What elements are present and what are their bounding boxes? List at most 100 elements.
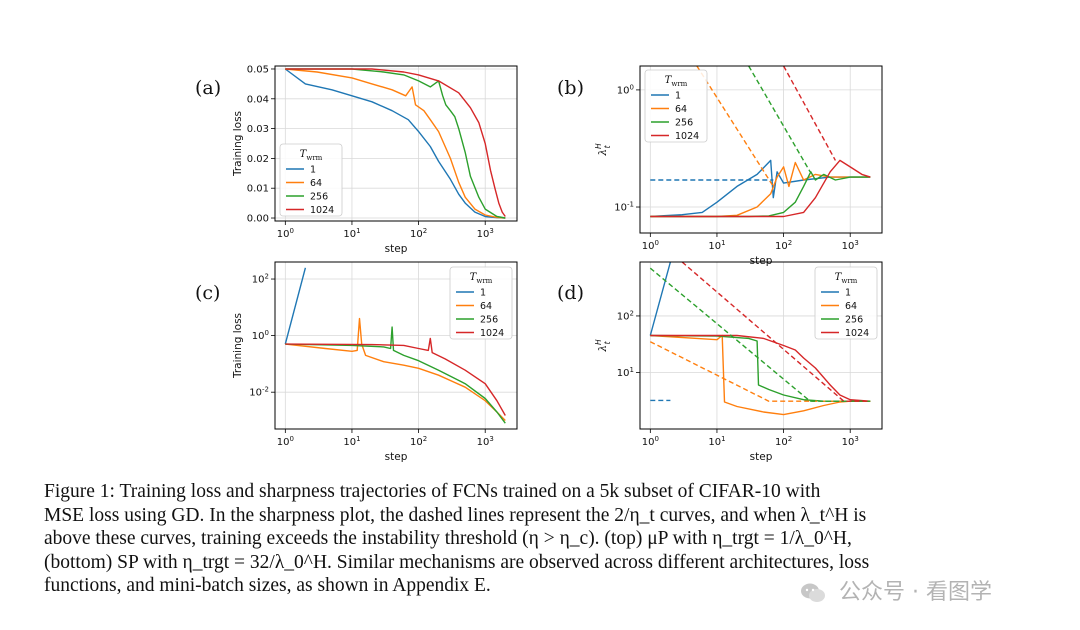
- legend-title-c: Twrm: [470, 272, 493, 285]
- series-line-a-1: [284, 68, 506, 219]
- y-axis-label-b: λHt: [594, 143, 612, 157]
- legend-label-c-1024: 1024: [480, 328, 504, 339]
- legend-label-b-1024: 1024: [675, 131, 699, 142]
- y-tick-label-a-5: 0.05: [247, 64, 269, 75]
- y-tick-label-b-1: 100: [617, 83, 634, 96]
- legend-label-a-64: 64: [310, 178, 322, 189]
- series-line-b-1: [650, 159, 871, 218]
- caption-line-3: above these curves, training exceeds the…: [44, 528, 852, 549]
- series-line-c-1024: [285, 337, 506, 416]
- series-line-b-dashed-6: [748, 66, 811, 173]
- legend-title-a: Twrm: [300, 149, 323, 162]
- series-line-b-dashed-7: [782, 66, 837, 161]
- x-axis-label-c: step: [385, 451, 408, 463]
- y-tick-label-a-3: 0.03: [247, 124, 269, 135]
- series-line-b-dashed-5: [696, 66, 774, 187]
- y-axis-label-d: λHt: [594, 339, 612, 353]
- series-line-d-1024: [650, 334, 871, 402]
- legend-box-c: [449, 266, 513, 340]
- axes-frame-c: [274, 261, 518, 430]
- legend-label-d-64: 64: [845, 301, 857, 312]
- series-line-a-1024: [285, 68, 506, 217]
- x-tick-label-d-2: 102: [775, 435, 792, 448]
- x-tick-label-b-1: 101: [708, 239, 725, 252]
- x-tick-label-d-3: 103: [842, 435, 859, 448]
- panel-d: 100 101 102 103101102stepλHt(d)Twrm16425610…: [557, 261, 883, 463]
- y-tick-label-a-0: 0.00: [247, 214, 269, 225]
- legend-a: Twrm 1 64 256 1024: [279, 143, 343, 217]
- panel-label-a: (a): [195, 77, 221, 99]
- legend-box-b: [644, 69, 708, 143]
- legend-label-a-1024: 1024: [310, 205, 334, 216]
- figure: 100 101 102 103 0.00 0.01 0.02 0.03 0.04 0.05 step…: [195, 64, 883, 463]
- y-tick-label-d-0: 101: [617, 366, 634, 379]
- legend-title-d: Twrm: [835, 272, 858, 285]
- legend-box-d: [814, 266, 878, 340]
- watermark: 公众号 · 看图学: [800, 574, 1060, 606]
- y-tick-label-c-2: 102: [252, 273, 269, 286]
- series-line-c-64: [285, 317, 506, 421]
- legend-label-a-1: 1: [310, 165, 316, 176]
- y-tick-label-a-2: 0.02: [247, 154, 269, 165]
- legend-title-b: Twrm: [665, 75, 688, 88]
- y-tick-label-c-1: 100: [252, 329, 269, 342]
- x-tick-label-c-1: 101: [343, 435, 360, 448]
- legend-b: Twrm 1 64 256 1024: [644, 69, 708, 143]
- x-tick-label-a-2: 102: [410, 227, 427, 240]
- series-group-c: [284, 267, 506, 424]
- legend-label-b-1: 1: [675, 91, 681, 102]
- series-line-b-1024: [650, 159, 871, 218]
- y-tick-label-d-1: 102: [617, 309, 634, 322]
- legend-label-d-1024: 1024: [845, 328, 869, 339]
- panel-label-b: (b): [557, 77, 584, 99]
- x-tick-label-d-1: 101: [708, 435, 725, 448]
- x-axis-label-a: step: [385, 243, 408, 255]
- x-tick-label-a-3: 103: [477, 227, 494, 240]
- panel-b: 100 101 102 103 10-1 100 step λHt (b) Twrm 1 64 256 1…: [557, 65, 883, 267]
- x-tick-label-b-2: 102: [775, 239, 792, 252]
- x-tick-label-a-1: 101: [343, 227, 360, 240]
- y-tick-label-a-1: 0.01: [247, 184, 269, 195]
- y-tick-label-a-4: 0.04: [247, 94, 269, 105]
- legend-label-d-256: 256: [845, 315, 863, 326]
- series-line-c-256: [285, 326, 506, 424]
- legend-label-a-256: 256: [310, 192, 328, 203]
- legend-c: Twrm 1 64 256 1024: [449, 266, 513, 340]
- x-tick-label-c-2: 102: [410, 435, 427, 448]
- y-tick-label-c-0: 10-2: [249, 386, 269, 399]
- caption-line-1: Figure 1: Training loss and sharpness tr…: [44, 481, 821, 502]
- y-tick-label-b-0: 10-1: [614, 201, 634, 214]
- x-tick-label-b-3: 103: [842, 239, 859, 252]
- legend-label-b-256: 256: [675, 118, 693, 129]
- legend-label-d-1: 1: [845, 288, 851, 299]
- panel-a: 100 101 102 103 0.00 0.01 0.02 0.03 0.04 0.05 step…: [195, 64, 518, 255]
- legend-label-c-256: 256: [480, 315, 498, 326]
- series-line-b-256: [650, 171, 871, 218]
- series-line-a-64: [285, 68, 506, 219]
- legend-label-c-1: 1: [480, 288, 486, 299]
- y-axis-label-a: Training loss: [232, 111, 244, 177]
- panel-label-d: (d): [557, 282, 584, 304]
- series-group-d: [649, 262, 871, 416]
- legend-d: Twrm 1 64 256 1024: [814, 266, 878, 340]
- panel-label-c: (c): [195, 282, 220, 304]
- axes-frame-b: [639, 65, 883, 234]
- legend-box-a: [279, 143, 343, 217]
- legend-label-b-64: 64: [675, 104, 687, 115]
- x-tick-label-c-0: 100: [277, 435, 294, 448]
- x-axis-label-d: step: [750, 451, 773, 463]
- series-line-c-1: [284, 267, 307, 345]
- x-tick-label-a-0: 100: [277, 227, 294, 240]
- wechat-icon: [801, 583, 825, 602]
- legend-label-c-64: 64: [480, 301, 492, 312]
- series-line-d-64: [650, 334, 871, 416]
- x-tick-label-b-0: 100: [642, 239, 659, 252]
- watermark-text: 公众号 · 看图学: [839, 580, 992, 605]
- x-tick-label-d-0: 100: [642, 435, 659, 448]
- figure-caption: Figure 1: Training loss and sharpness tr…: [44, 480, 1039, 598]
- series-group-a: [284, 68, 506, 219]
- series-line-d-1: [649, 262, 672, 336]
- caption-line-5: functions, and mini-batch sizes, as show…: [44, 575, 491, 596]
- axes-frame-a: [274, 65, 518, 222]
- y-axis-label-c: Training loss: [232, 313, 244, 379]
